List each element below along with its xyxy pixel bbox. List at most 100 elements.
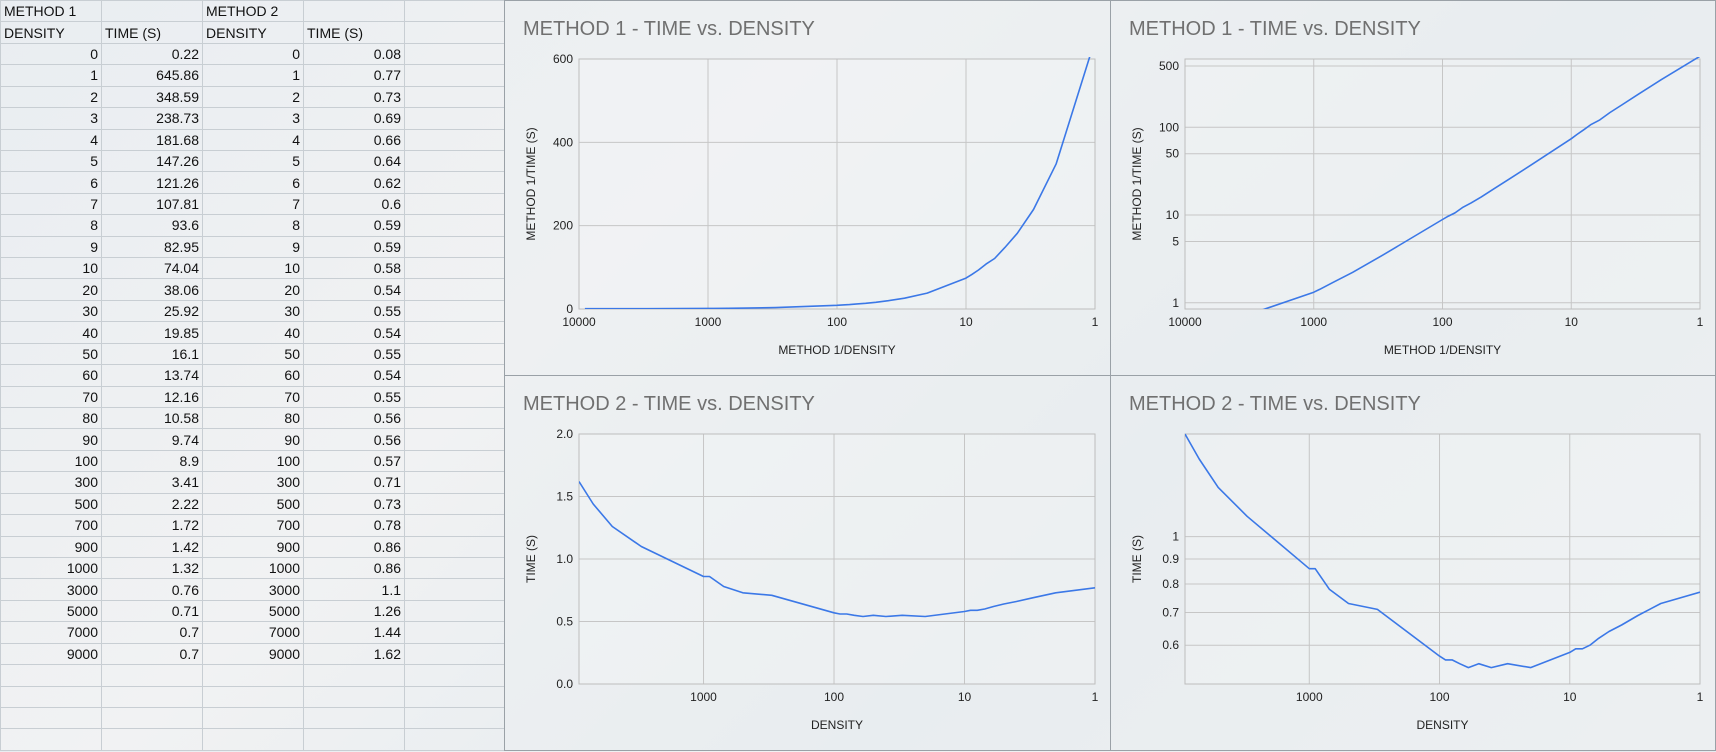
cell[interactable]: 60 [202,364,304,387]
cell[interactable]: 0.86 [303,535,405,558]
cell[interactable] [404,214,505,237]
cell[interactable] [404,385,505,409]
cell[interactable]: 0.54 [303,321,405,344]
cell[interactable] [404,342,505,366]
cell[interactable]: 4 [0,128,102,151]
chart-method2-log[interactable]: METHOD 2 - TIME vs. DENSITY 0.6 0.7 0.8 0.9… [1110,375,1716,751]
cell[interactable]: 100 [0,449,102,473]
cell[interactable]: 2 [0,85,102,109]
cell[interactable]: 900 [0,535,102,558]
cell[interactable] [101,0,203,23]
cell[interactable] [404,556,505,580]
cell[interactable] [404,299,505,323]
cell[interactable]: 1.62 [303,642,405,666]
cell[interactable]: 300 [202,471,304,494]
cell[interactable]: 8.9 [101,449,203,473]
cell[interactable]: 3 [0,107,102,130]
cell[interactable]: 6 [0,171,102,194]
cell[interactable]: 93.6 [101,214,203,237]
cell[interactable]: 500 [202,492,304,516]
cell[interactable]: 16.1 [101,342,203,366]
cell[interactable]: 100 [202,449,304,473]
cell[interactable]: 0.6 [303,192,405,216]
cell[interactable]: 5 [0,149,102,173]
cell[interactable]: 700 [202,514,304,537]
cell[interactable]: 0.59 [303,214,405,237]
cell[interactable] [404,107,505,130]
cell[interactable]: 1.72 [101,514,203,537]
cell[interactable] [404,407,505,430]
cell[interactable]: DENSITY [0,21,102,44]
cell[interactable] [303,706,405,730]
chart-method1-linear[interactable]: METHOD 1 - TIME vs. DENSITY 0 200 400 600 10… [504,0,1111,376]
cell[interactable] [404,321,505,344]
cell[interactable] [404,599,505,623]
cell[interactable]: 1 [202,64,304,87]
cell[interactable]: 0.86 [303,556,405,580]
cell[interactable]: 2 [202,85,304,109]
cell[interactable]: 0.73 [303,85,405,109]
cell[interactable]: 0.73 [303,492,405,516]
cell[interactable]: 40 [202,321,304,344]
cell[interactable] [404,278,505,301]
cell[interactable]: 700 [0,514,102,537]
cell[interactable]: 30 [202,299,304,323]
cell[interactable]: 348.59 [101,85,203,109]
cell[interactable]: 645.86 [101,64,203,87]
cell[interactable]: 0.22 [101,42,203,66]
cell[interactable] [404,21,505,44]
cell[interactable] [404,64,505,87]
cell[interactable]: TIME (S) [303,21,405,44]
cell[interactable]: 3000 [202,578,304,601]
cell[interactable]: 5000 [0,599,102,623]
spreadsheet-table[interactable]: METHOD 1 METHOD 2 DENSITY TIME (S) DENSITY TI… [0,0,505,751]
cell[interactable] [404,128,505,151]
cell[interactable] [404,149,505,173]
cell[interactable] [202,728,304,751]
cell[interactable] [101,706,203,730]
cell[interactable]: 9 [0,235,102,259]
cell[interactable]: 19.85 [101,321,203,344]
cell[interactable]: 7000 [202,621,304,644]
cell[interactable]: 25.92 [101,299,203,323]
cell[interactable]: 60 [0,364,102,387]
cell[interactable] [404,685,505,708]
cell[interactable] [0,664,102,687]
cell[interactable]: 9000 [0,642,102,666]
cell[interactable]: 8 [0,214,102,237]
cell[interactable]: 0.55 [303,385,405,409]
cell[interactable] [303,0,405,23]
cell[interactable] [404,578,505,601]
cell[interactable]: 0.69 [303,107,405,130]
cell[interactable]: 90 [202,428,304,451]
cell[interactable]: 0.71 [101,599,203,623]
cell[interactable]: 4 [202,128,304,151]
cell[interactable]: 0.76 [101,578,203,601]
cell[interactable] [0,706,102,730]
cell[interactable] [404,364,505,387]
cell[interactable] [404,0,505,23]
cell[interactable]: 90 [0,428,102,451]
cell[interactable] [202,685,304,708]
cell[interactable] [404,621,505,644]
cell[interactable]: 9.74 [101,428,203,451]
cell[interactable]: 1.26 [303,599,405,623]
cell[interactable]: 500 [0,492,102,516]
cell[interactable] [404,171,505,194]
cell[interactable]: 0.77 [303,64,405,87]
cell[interactable] [202,706,304,730]
cell[interactable]: 10 [202,257,304,280]
cell[interactable] [404,257,505,280]
cell[interactable]: 70 [0,385,102,409]
cell[interactable]: 30 [0,299,102,323]
cell[interactable] [404,664,505,687]
cell[interactable]: DENSITY [202,21,304,44]
cell[interactable]: 181.68 [101,128,203,151]
cell[interactable]: 2.22 [101,492,203,516]
cell[interactable] [101,685,203,708]
cell[interactable] [404,428,505,451]
cell[interactable] [101,728,203,751]
cell[interactable] [404,514,505,537]
cell[interactable]: 1.44 [303,621,405,644]
cell[interactable]: 5 [202,149,304,173]
